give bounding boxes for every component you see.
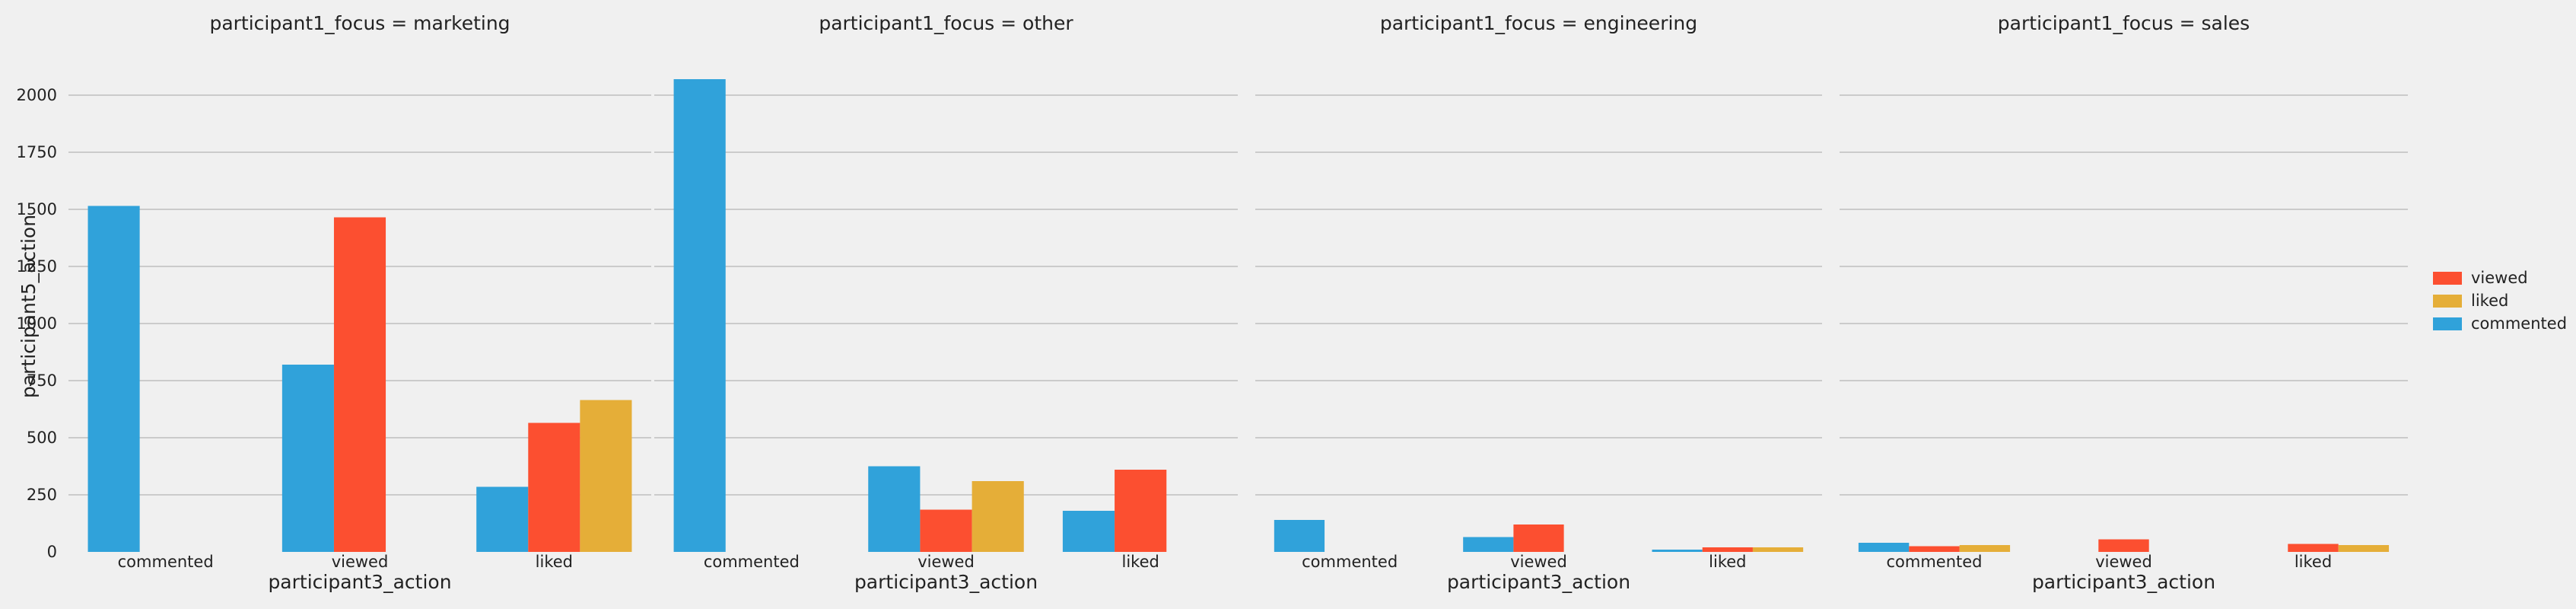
- bar-liked: [580, 400, 632, 552]
- x-tick-label: commented: [704, 553, 800, 571]
- bar-viewed: [1115, 470, 1167, 552]
- x-tick-label: viewed: [1510, 553, 1567, 571]
- x-axis-label: participant3_action: [854, 571, 1038, 593]
- bar-liked: [972, 481, 1024, 552]
- bars: [87, 79, 2390, 552]
- bar-commented: [673, 79, 726, 552]
- bar-viewed: [1909, 546, 1960, 552]
- x-tick-label: commented: [1886, 553, 1982, 571]
- bar-liked: [1959, 545, 2011, 552]
- bar-commented: [87, 206, 140, 552]
- x-tick-label: viewed: [2095, 553, 2152, 571]
- bar-commented: [1274, 520, 1325, 552]
- x-tick-label: commented: [1302, 553, 1398, 571]
- y-tick-label: 2000: [17, 86, 57, 104]
- x-tick-label: viewed: [918, 553, 975, 571]
- bar-viewed: [2098, 539, 2149, 552]
- y-tick-label: 750: [27, 371, 57, 390]
- y-tick-label: 1000: [17, 314, 57, 333]
- bar-viewed: [1513, 525, 1564, 552]
- x-axis-label: participant3_action: [2032, 571, 2215, 593]
- x-axis-label: participant3_action: [268, 571, 451, 593]
- bar-commented: [1858, 543, 1910, 552]
- x-tick-label: commented: [118, 553, 214, 571]
- x-axis-label: participant3_action: [1447, 571, 1630, 593]
- legend-swatch-commented: [2433, 317, 2462, 330]
- legend-swatch-viewed: [2433, 272, 2462, 285]
- bar-viewed: [333, 217, 386, 552]
- bar-viewed: [1702, 547, 1753, 552]
- facet-title: participant1_focus = marketing: [209, 12, 510, 34]
- y-tick-label: 500: [27, 429, 57, 447]
- y-tick-label: 1500: [17, 200, 57, 218]
- facet-title: participant1_focus = sales: [1998, 12, 2250, 34]
- bar-viewed: [528, 422, 580, 552]
- x-tick-label: viewed: [332, 553, 389, 571]
- y-axis-label: participant5_action: [17, 215, 40, 398]
- y-tick-label: 0: [47, 543, 57, 561]
- x-tick-label: liked: [1709, 553, 1746, 571]
- gridlines: [68, 94, 2408, 496]
- legend: viewed liked commented: [2433, 269, 2567, 333]
- x-tick-label: liked: [536, 553, 573, 571]
- bar-commented: [1652, 550, 1703, 552]
- x-tick-label: liked: [1121, 553, 1159, 571]
- bar-commented: [1463, 537, 1514, 552]
- legend-label-commented: commented: [2471, 314, 2567, 333]
- y-tick-label: 250: [27, 486, 57, 504]
- x-tick-label: liked: [2295, 553, 2332, 571]
- chart-text: participant1_focus = marketing commented v…: [17, 12, 2333, 593]
- bar-commented: [281, 365, 334, 552]
- bar-commented: [868, 466, 921, 552]
- facet-title: participant1_focus = engineering: [1380, 12, 1697, 34]
- bar-viewed: [920, 509, 972, 552]
- y-tick-label: 1750: [17, 143, 57, 161]
- y-tick-label: 1250: [17, 257, 57, 276]
- bar-liked: [1752, 547, 1804, 552]
- legend-label-viewed: viewed: [2471, 269, 2528, 287]
- bar-commented: [1062, 511, 1115, 552]
- bar-viewed: [2288, 544, 2339, 552]
- bar-liked: [2338, 545, 2390, 552]
- bar-commented: [476, 486, 529, 552]
- facet-title: participant1_focus = other: [819, 12, 1073, 34]
- legend-label-liked: liked: [2471, 292, 2508, 310]
- legend-swatch-liked: [2433, 295, 2462, 308]
